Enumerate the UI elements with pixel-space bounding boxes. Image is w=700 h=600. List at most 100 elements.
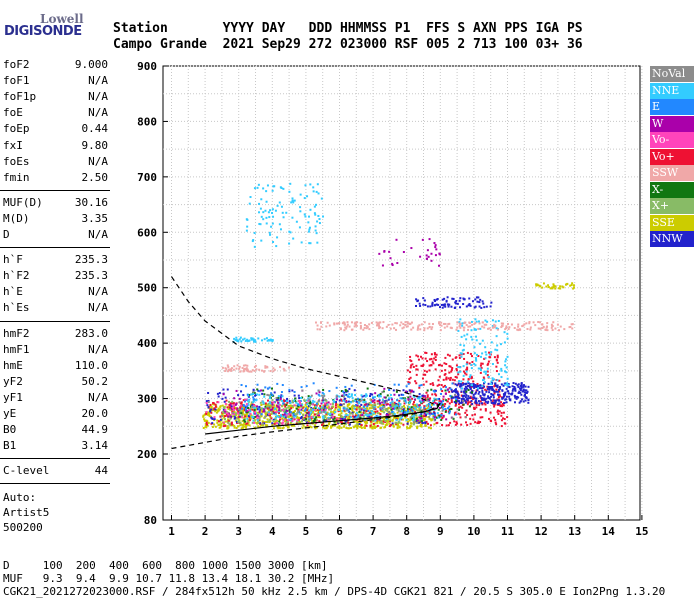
echo-point [384, 396, 387, 399]
echo-point [309, 183, 312, 186]
echo-point [484, 351, 487, 354]
echo-point [348, 395, 351, 398]
echo-point [423, 400, 426, 403]
echo-point [354, 425, 357, 428]
echo-point [334, 406, 337, 409]
echo-point [473, 386, 476, 389]
echo-point [488, 391, 491, 394]
echo-point [235, 420, 238, 423]
echo-point [485, 370, 488, 373]
echo-point [307, 399, 310, 402]
echo-point [454, 403, 457, 406]
echo-point [331, 405, 334, 408]
echo-point [420, 412, 423, 415]
echo-point [468, 303, 471, 306]
echo-point [455, 367, 458, 370]
echo-point [278, 420, 281, 423]
echo-point [399, 418, 402, 421]
echo-point [240, 423, 243, 426]
echo-point [418, 400, 421, 403]
echo-point [558, 329, 561, 332]
echo-point [310, 409, 313, 412]
echo-point [471, 338, 474, 341]
echo-point [431, 303, 434, 306]
echo-point [360, 326, 363, 329]
echo-point [438, 306, 441, 309]
echo-point [443, 322, 446, 325]
echo-point [481, 403, 484, 406]
echo-point [276, 406, 279, 409]
echo-point [259, 401, 262, 404]
echo-point [411, 390, 414, 393]
echo-point [461, 324, 464, 327]
echo-point [460, 423, 463, 426]
echo-point [263, 393, 266, 396]
echo-point [435, 353, 438, 356]
param-name: h`F2 [3, 269, 30, 283]
echo-point [364, 408, 367, 411]
echo-point [499, 343, 502, 346]
echo-point [258, 393, 261, 396]
echo-point [467, 395, 470, 398]
echo-point [248, 202, 251, 205]
echo-point [382, 403, 385, 406]
echo-point [203, 418, 206, 421]
echo-point [500, 326, 503, 329]
echo-point [458, 325, 461, 328]
echo-point [301, 403, 304, 406]
echo-point [347, 400, 350, 403]
echo-point [270, 225, 273, 228]
echo-point [474, 421, 477, 424]
echo-point [437, 379, 440, 382]
echo-point [345, 400, 348, 403]
echo-point [271, 408, 274, 411]
echo-point [426, 249, 429, 252]
echo-point [478, 404, 481, 407]
echo-point [500, 322, 503, 325]
echo-point [468, 405, 471, 408]
echo-point [364, 422, 367, 425]
echo-point [465, 398, 468, 401]
echo-point [441, 306, 444, 309]
echo-point [419, 328, 422, 331]
echo-point [431, 301, 434, 304]
echo-point [233, 365, 236, 368]
param-row: foEs N/A [0, 155, 108, 170]
echo-point [572, 287, 575, 290]
echo-point [308, 398, 311, 401]
echo-point [498, 393, 501, 396]
echo-point [240, 390, 243, 393]
echo-point [481, 416, 484, 419]
echo-point [520, 393, 523, 396]
echo-point [218, 426, 221, 429]
echo-point [253, 369, 256, 372]
echo-point [230, 405, 233, 408]
echo-point [272, 418, 275, 421]
echo-point [551, 287, 554, 290]
echo-point [217, 407, 220, 410]
echo-point [396, 411, 399, 414]
echo-point [458, 406, 461, 409]
auto-line2: Artist5 [3, 506, 50, 520]
echo-point [406, 409, 409, 412]
echo-point [469, 325, 472, 328]
echo-point [356, 424, 359, 427]
echo-point [510, 323, 513, 326]
echo-point [431, 326, 434, 329]
echo-point [428, 326, 431, 329]
echo-point [469, 396, 472, 399]
echo-point [293, 424, 296, 427]
echo-point [308, 242, 311, 245]
echo-point [408, 408, 411, 411]
echo-point [522, 385, 525, 388]
echo-point [243, 337, 246, 340]
echo-point [565, 283, 568, 286]
echo-point [228, 400, 231, 403]
echo-point [499, 404, 502, 407]
echo-point [422, 297, 425, 300]
echo-point [347, 395, 350, 398]
echo-point [333, 415, 336, 418]
echo-point [503, 331, 506, 334]
echo-point [279, 186, 282, 189]
echo-point [401, 405, 404, 408]
